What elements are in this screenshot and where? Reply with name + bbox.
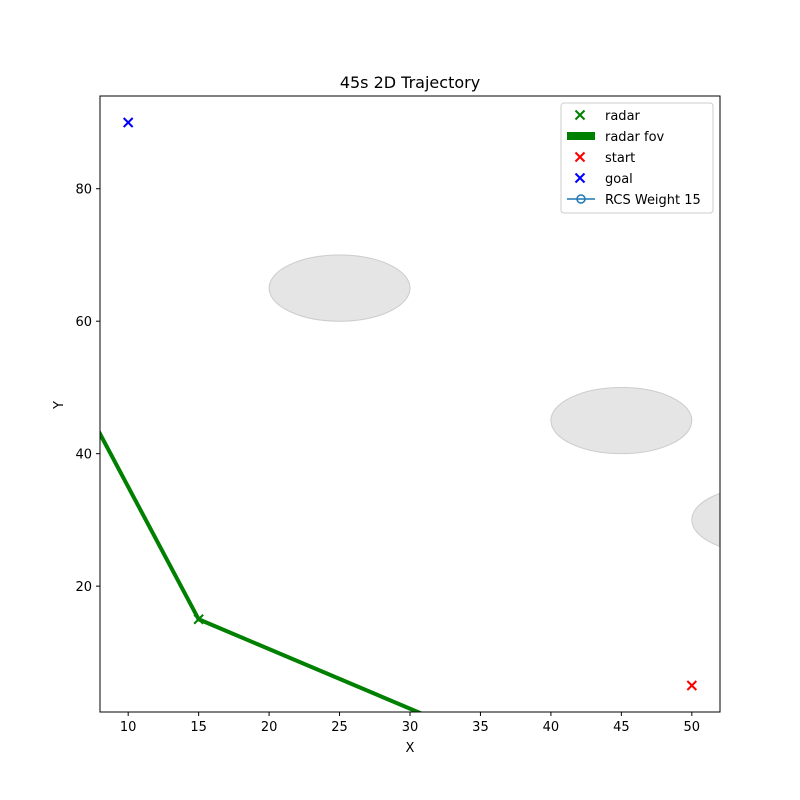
- legend-item-goal: goal: [574, 172, 633, 187]
- legend-swatch-radar-fov: [567, 132, 595, 140]
- marker-start: [686, 680, 698, 691]
- x-axis-title: X: [406, 741, 415, 756]
- legend-item-radar: radar: [574, 109, 641, 124]
- legend-label-rcs-weight-15: RCS Weight 15: [605, 193, 701, 208]
- x-tick-label: 30: [402, 720, 419, 735]
- y-tick-label: 60: [75, 315, 92, 330]
- legend-circle-rcs-weight-15: [576, 194, 586, 204]
- legend-label-radar-fov: radar fov: [605, 130, 665, 145]
- legend-marker-start: [574, 151, 586, 163]
- marker-radar: [193, 614, 204, 625]
- legend-label-start: start: [605, 151, 635, 166]
- obstacle-2: [550, 386, 693, 455]
- x-tick-label: 25: [331, 720, 348, 735]
- y-axis-title: Y: [52, 401, 67, 410]
- legend-marker-goal: [574, 172, 586, 184]
- legend-item-radar-fov: radar fov: [567, 130, 665, 145]
- obstacle-3: [691, 492, 720, 547]
- x-tick-label: 20: [261, 720, 278, 735]
- marker-goal: [122, 117, 134, 128]
- x-tick-label: 50: [684, 720, 701, 735]
- legend-marker-radar: [574, 109, 586, 121]
- x-axis: 10 15 20 25 30 35 40 45 50: [120, 712, 700, 735]
- y-tick-label: 40: [75, 448, 92, 463]
- legend-box: [560, 102, 714, 214]
- y-tick-label: 20: [75, 580, 92, 595]
- legend: radar radar fov start goal RCS Weight 15: [560, 102, 714, 214]
- x-tick-label: 45: [613, 720, 630, 735]
- obstacle-1: [268, 254, 411, 322]
- legend-label-radar: radar: [605, 109, 641, 124]
- legend-label-goal: goal: [605, 172, 633, 187]
- legend-item-start: start: [574, 151, 635, 166]
- x-tick-label: 15: [190, 720, 207, 735]
- x-tick-label: 10: [120, 720, 137, 735]
- y-tick-label: 80: [75, 183, 92, 198]
- legend-item-rcs-weight-15: RCS Weight 15: [567, 193, 701, 208]
- plot-area: [100, 117, 720, 712]
- y-axis: 20 40 60 80: [75, 183, 100, 595]
- x-tick-label: 35: [472, 720, 489, 735]
- x-tick-label: 40: [543, 720, 560, 735]
- chart-title: 45s 2D Trajectory: [340, 73, 480, 92]
